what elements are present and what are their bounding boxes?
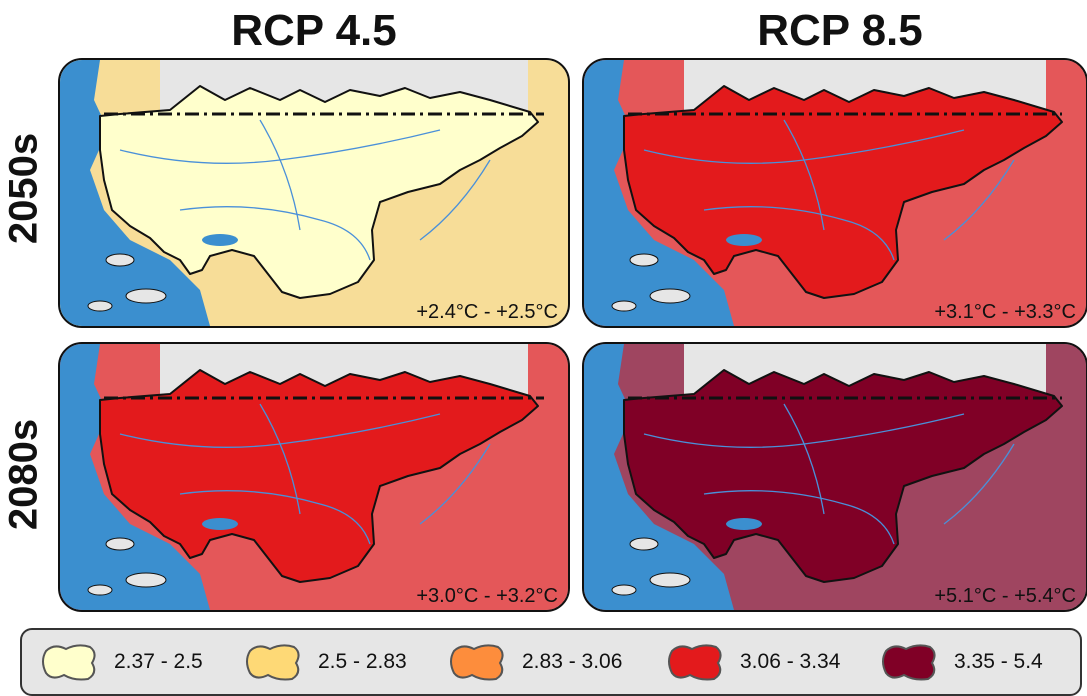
- map-panel-rcp45-2050s: +2.4°C - +2.5°C: [58, 58, 570, 328]
- legend-item: 2.83 - 3.06: [448, 640, 622, 684]
- map-svg: [60, 344, 568, 610]
- map-panel-rcp45-2080s: +3.0°C - +3.2°C: [58, 342, 570, 612]
- river-line: [179, 490, 371, 545]
- river-line: [419, 159, 491, 241]
- river-line: [783, 119, 825, 231]
- temperature-range-label: +3.1°C - +3.3°C: [934, 301, 1076, 323]
- river-line: [259, 119, 301, 231]
- legend: 2.37 - 2.5 2.5 - 2.83 2.83 - 3.06 3.06 -…: [20, 628, 1082, 696]
- island: [87, 584, 113, 596]
- island: [649, 572, 691, 588]
- lake: [202, 518, 238, 530]
- legend-item: 3.06 - 3.34: [666, 640, 840, 684]
- temperature-range-label: +3.0°C - +3.2°C: [416, 585, 558, 607]
- sea-water: [584, 344, 734, 610]
- sea-water: [584, 60, 734, 326]
- river-basin: [623, 369, 1063, 583]
- map-svg: [584, 344, 1086, 610]
- river-basin: [99, 369, 539, 583]
- lake: [726, 518, 762, 530]
- sea-water: [60, 344, 210, 610]
- legend-swatch-icon: [450, 644, 504, 681]
- lake: [202, 234, 238, 246]
- column-title-rcp85: RCP 8.5: [757, 6, 923, 55]
- river-line: [943, 443, 1015, 525]
- river-line: [703, 490, 895, 545]
- legend-swatch-icon: [246, 644, 300, 681]
- island: [611, 300, 637, 312]
- map-svg: [584, 60, 1086, 326]
- legend-label: 3.35 - 5.4: [954, 650, 1043, 673]
- legend-item: 2.5 - 2.83: [244, 640, 407, 684]
- map-panel-rcp85-2080s: +5.1°C - +5.4°C: [582, 342, 1087, 612]
- map-svg: [60, 60, 568, 326]
- island: [125, 572, 167, 588]
- island: [629, 253, 659, 267]
- row-title-2050s: 2050s: [1, 132, 46, 245]
- sea-water: [60, 60, 210, 326]
- legend-label: 3.06 - 3.34: [740, 650, 841, 673]
- legend-label: 2.5 - 2.83: [318, 650, 407, 673]
- row-title-2080s: 2080s: [1, 418, 46, 531]
- island: [649, 288, 691, 304]
- legend-label: 2.37 - 2.5: [114, 650, 203, 673]
- island: [105, 537, 135, 551]
- temperature-range-label: +2.4°C - +2.5°C: [416, 301, 558, 323]
- legend-swatch-icon: [668, 644, 722, 681]
- river-line: [419, 443, 491, 525]
- river-line: [943, 159, 1015, 241]
- legend-swatch-icon: [42, 644, 96, 681]
- map-panel-rcp85-2050s: +3.1°C - +3.3°C: [582, 58, 1087, 328]
- river-line: [783, 403, 825, 515]
- river-line: [259, 403, 301, 515]
- island: [105, 253, 135, 267]
- island: [611, 584, 637, 596]
- column-title-rcp45: RCP 4.5: [231, 6, 397, 55]
- temperature-range-label: +5.1°C - +5.4°C: [934, 585, 1076, 607]
- island: [629, 537, 659, 551]
- river-line: [703, 206, 895, 261]
- river-line: [179, 206, 371, 261]
- river-basin: [99, 85, 539, 299]
- lake: [726, 234, 762, 246]
- island: [125, 288, 167, 304]
- island: [87, 300, 113, 312]
- river-basin: [623, 85, 1063, 299]
- legend-item: 2.37 - 2.5: [40, 640, 203, 684]
- legend-item: 3.35 - 5.4: [880, 640, 1043, 684]
- legend-swatch-icon: [882, 644, 936, 681]
- legend-label: 2.83 - 3.06: [522, 650, 623, 673]
